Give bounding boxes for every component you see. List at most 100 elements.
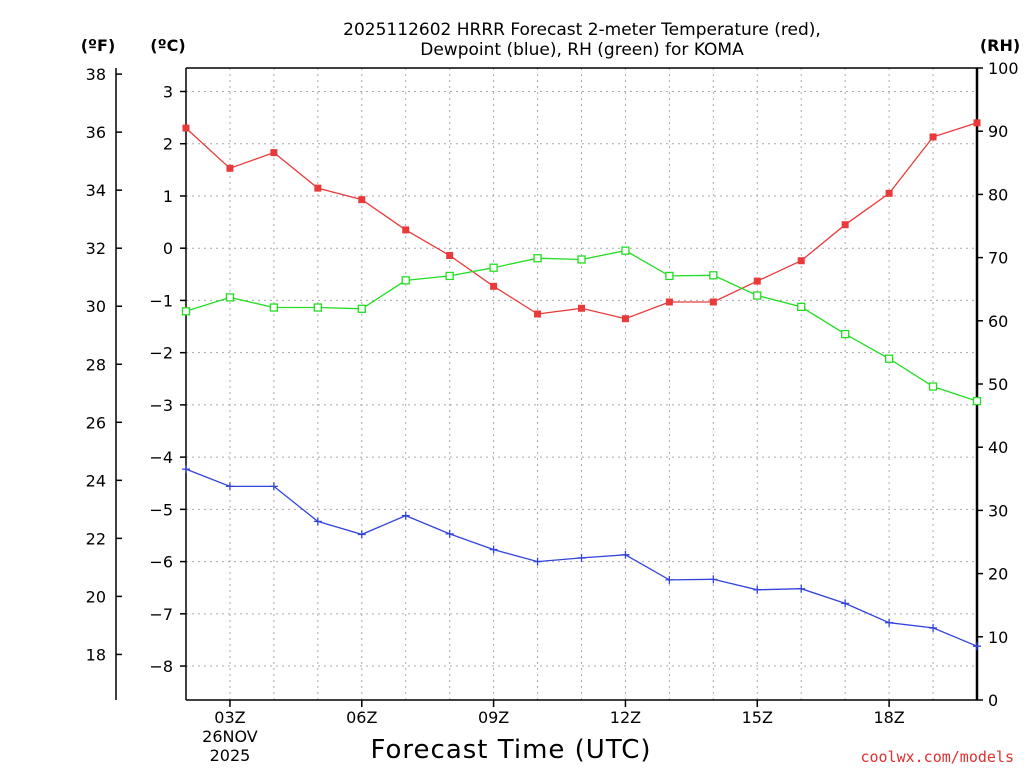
data-point <box>358 196 366 204</box>
fahrenheit-tick-label: 36 <box>86 123 106 142</box>
data-point <box>709 575 718 584</box>
data-point <box>357 304 366 313</box>
chart-title: 2025112602 HRRR Forecast 2-meter Tempera… <box>343 20 821 60</box>
rh-tick-label: 70 <box>988 249 1008 268</box>
data-point <box>797 257 805 265</box>
data-point <box>269 482 278 491</box>
rh-tick-label: 100 <box>988 59 1019 78</box>
celsius-tick-label: 1 <box>163 187 173 206</box>
data-point <box>446 252 454 260</box>
data-point <box>313 303 322 312</box>
data-point <box>401 276 410 285</box>
rh-tick-label: 60 <box>988 312 1008 331</box>
x-tick-label: 03Z <box>214 708 245 727</box>
data-point <box>709 271 718 280</box>
series-rh <box>181 246 982 406</box>
data-point <box>533 254 542 263</box>
x-tick-label: 15Z <box>742 708 773 727</box>
data-point <box>753 277 761 285</box>
data-point <box>709 298 717 306</box>
data-point <box>929 623 938 632</box>
celsius-tick-label: −6 <box>149 553 173 572</box>
data-point <box>314 184 322 192</box>
data-point <box>225 293 235 302</box>
chart-title-line-2: Dewpoint (blue), RH (green) for KOMA <box>420 40 744 60</box>
data-point <box>577 553 586 562</box>
celsius-tick-label: 3 <box>163 83 173 102</box>
celsius-tick-label: −1 <box>149 291 173 310</box>
data-point <box>665 575 674 584</box>
fahrenheit-tick-label: 30 <box>86 297 106 316</box>
data-point <box>490 282 498 290</box>
celsius-tick-label: 2 <box>163 135 173 154</box>
data-point <box>578 304 585 312</box>
x-axis-label: Forecast Time (UTC) <box>370 735 651 765</box>
data-point <box>797 302 806 312</box>
data-point <box>577 255 586 264</box>
rh-tick-label: 90 <box>988 122 1008 141</box>
data-point <box>621 246 630 255</box>
data-point <box>665 271 674 281</box>
rh-tick-label: 10 <box>988 628 1008 647</box>
data-point <box>753 291 762 300</box>
fahrenheit-tick-label: 20 <box>86 587 106 606</box>
x-tick-label: 06Z <box>346 708 377 727</box>
rh-tick-label: 0 <box>988 691 998 710</box>
fahrenheit-tick-label: 18 <box>86 645 106 664</box>
data-point <box>885 189 893 197</box>
data-point <box>841 329 850 339</box>
fahrenheit-tick-label: 28 <box>86 355 106 374</box>
data-point <box>885 618 894 627</box>
data-point <box>621 315 629 323</box>
data-point <box>665 298 673 306</box>
data-point <box>181 307 191 316</box>
celsius-tick-label: 0 <box>163 239 173 258</box>
rh-tick-label: 20 <box>988 565 1008 584</box>
data-point <box>226 164 234 172</box>
data-series <box>181 119 982 651</box>
data-point <box>841 221 849 229</box>
data-point <box>402 226 410 234</box>
data-point <box>357 530 366 539</box>
data-point <box>841 599 850 608</box>
data-point <box>182 124 190 132</box>
data-point <box>445 529 454 538</box>
data-point <box>972 396 982 406</box>
data-point <box>225 482 234 491</box>
data-point <box>401 511 410 520</box>
data-point <box>445 271 454 281</box>
celsius-tick-label: −2 <box>149 344 173 363</box>
rh-tick-label: 80 <box>988 185 1008 204</box>
data-point <box>534 310 542 318</box>
rh-unit-label: (RH) <box>980 36 1020 55</box>
data-point <box>797 584 806 593</box>
x-tick-label: 18Z <box>873 708 904 727</box>
data-point <box>533 557 542 566</box>
x-tick-date-label: 26NOV <box>202 727 258 746</box>
x-tick-label: 09Z <box>478 708 509 727</box>
grid <box>186 68 977 700</box>
celsius-unit-label: (ºC) <box>150 36 185 55</box>
data-point <box>928 382 938 391</box>
fahrenheit-tick-label: 32 <box>86 239 106 258</box>
fahrenheit-unit-label: (ºF) <box>81 36 116 55</box>
rh-tick-label: 30 <box>988 501 1008 520</box>
credit-text: coolwx.com/models <box>860 748 1014 766</box>
fahrenheit-tick-label: 22 <box>86 529 106 548</box>
data-point <box>313 517 322 526</box>
fahrenheit-tick-label: 34 <box>86 181 106 200</box>
x-tick-label: 12Z <box>610 708 641 727</box>
x-tick-year-label: 2025 <box>210 746 251 765</box>
data-point <box>269 303 279 312</box>
data-point <box>489 545 498 554</box>
data-point <box>929 133 937 141</box>
fahrenheit-tick-label: 38 <box>86 65 106 84</box>
rh-tick-label: 40 <box>988 438 1008 457</box>
series-2-meter-temperature <box>182 119 981 323</box>
rh-tick-label: 50 <box>988 375 1008 394</box>
data-point <box>489 263 498 272</box>
fahrenheit-tick-label: 24 <box>86 471 106 490</box>
celsius-tick-label: −3 <box>149 396 173 415</box>
data-point <box>621 550 630 559</box>
